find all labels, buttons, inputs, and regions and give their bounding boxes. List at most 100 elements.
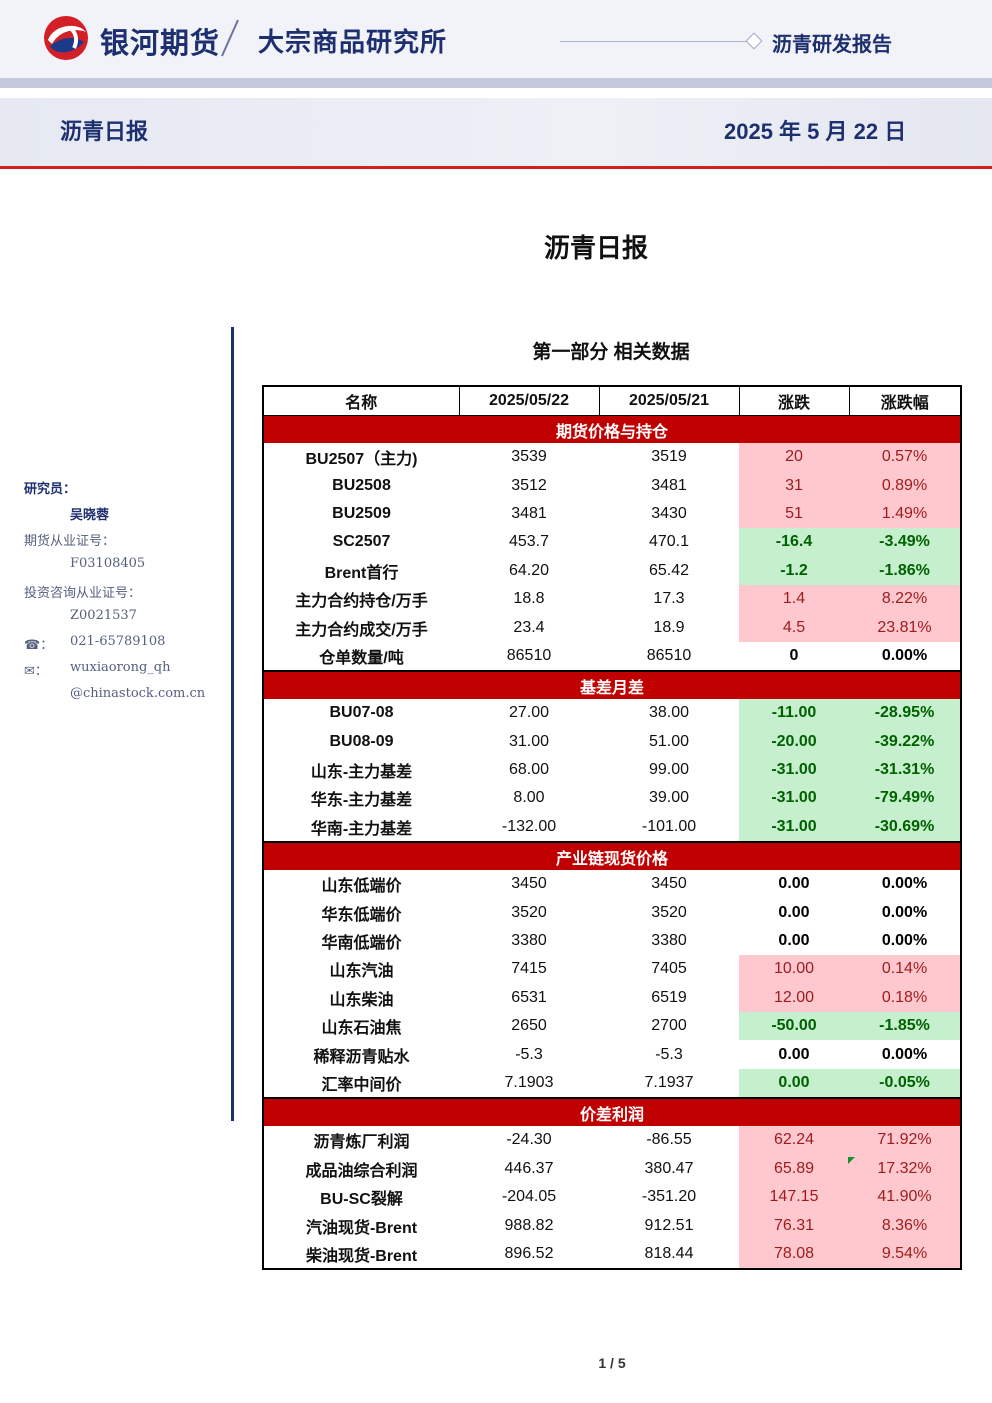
table-row: SC2507 453.7 470.1 -16.4 -3.49% [262,528,962,557]
value-current: 7.1903 [459,1068,599,1100]
row-name: Brent首行 [262,556,459,585]
table-row: 主力合约成交/万手 23.4 18.9 4.5 23.81% [262,613,962,642]
table-row: 山东-主力基差 68.00 99.00 -31.00 -31.31% [262,755,962,785]
value-current: 3512 [511,476,547,494]
phone-number: 021-65789108 [70,634,166,649]
futures-cert-number: F03108405 [70,556,146,571]
value-current: 446.37 [504,1159,554,1177]
change-pct: 0.00% [849,641,962,673]
column-header: 名称 [262,385,460,416]
change: 51 [739,499,849,529]
row-name: 山东石油焦 [262,1012,459,1041]
change-pct: 23.81% [849,613,962,642]
change-pct: 9.54% [849,1239,962,1271]
table-row: BU08-09 31.00 51.00 -20.00 -39.22% [262,727,962,756]
value-current: 3450 [511,875,547,893]
document-title: 沥青日报 [543,233,648,263]
value-current: 8.00 [513,789,545,807]
value-previous: 65.42 [648,561,690,579]
change-pct: 71.92% [849,1126,962,1155]
row-name: 山东-主力基差 [262,755,459,785]
table-row: 山东石油焦 2650 2700 -50.00 -1.85% [262,1012,962,1041]
value-current: 3481 [511,504,547,522]
change: 0.00 [778,903,810,921]
value-current: 64.20 [508,561,550,579]
table-row: 主力合约持仓/万手 18.8 17.3 1.4 8.22% [262,584,962,614]
change-pct: -30.69% [849,812,962,844]
row-name: 柴油现货-Brent [262,1239,459,1271]
change: 76.31 [739,1211,849,1240]
row-name: BU2507（主力) [262,443,459,472]
value-previous: 3450 [651,875,687,893]
change-pct: -31.31% [849,755,962,785]
change-pct: -1.85% [849,1012,962,1041]
change: 20 [739,443,849,472]
header-band [0,0,992,78]
section-header-row: 产业链现货价格 [262,842,962,871]
value-current: 7415 [511,960,547,978]
change: -16.4 [739,528,849,557]
change: 78.08 [739,1239,849,1271]
change: -31.00 [739,812,849,844]
subheader-title: 沥青日报 [60,119,149,144]
subheader-red-rule [0,166,992,169]
row-name: 华南低端价 [262,926,459,956]
value-previous: 3430 [651,504,687,522]
row-name: BU-SC裂解 [262,1182,459,1212]
table-header-row: 名称 2025/05/22 2025/05/21 涨跌 涨跌幅 [262,385,962,416]
change: -1.2 [739,556,849,585]
table-row: 仓单数量/吨 86510 86510 0 0.00% [262,641,962,673]
futures-cert-label: 期货从业证号： [24,534,116,549]
researcher-label: 研究员： [24,482,77,497]
table-row: BU2509 3481 3430 51 1.49% [262,499,962,529]
change: 0.00 [778,1045,810,1063]
change: 1.4 [739,584,849,614]
row-name: 汇率中间价 [262,1068,459,1100]
row-name: 汽油现货-Brent [262,1211,459,1240]
row-name: 仓单数量/吨 [262,641,459,673]
change: 0 [739,641,849,673]
value-current: -132.00 [459,812,599,844]
value-previous: 7405 [651,960,687,978]
change: 65.89 [739,1154,849,1183]
row-name: 华南-主力基差 [262,812,459,844]
table-row: 汽油现货-Brent 988.82 912.51 76.31 8.36% [262,1211,962,1240]
row-name: 山东柴油 [262,983,459,1013]
change-pct: 8.22% [849,584,962,614]
value-current: -5.3 [515,1045,543,1063]
row-name: 山东汽油 [262,955,459,984]
value-previous: 3380 [651,932,687,950]
cell-comment-marker [848,1157,855,1164]
report-date: 2025 年 5 月 22 日 [724,119,907,144]
section-header-row: 期货价格与持仓 [262,415,962,443]
email-icon: ✉： [24,664,48,679]
value-previous: 99.00 [648,761,690,779]
change: 0.00 [739,1068,849,1100]
section-header: 期货价格与持仓 [262,415,962,443]
value-previous: 18.9 [653,618,685,636]
section-header-row: 价差利润 [262,1098,962,1127]
change-pct: -79.49% [849,784,962,813]
researcher-name: 吴晓蓉 [70,508,110,523]
row-name: BU08-09 [262,727,459,756]
value-current: 18.8 [513,590,545,608]
row-name: BU2509 [262,499,459,529]
subheader-band [0,98,992,166]
row-name: 成品油综合利润 [262,1154,459,1183]
change-pct: 1.49% [849,499,962,529]
value-previous: 2700 [651,1017,687,1035]
table-row: 华南-主力基差 -132.00 -101.00 -31.00 -30.69% [262,812,962,844]
email-line-2: @chinastock.com.cn [70,686,206,701]
table-row: 华东-主力基差 8.00 39.00 -31.00 -79.49% [262,784,962,813]
header-decoration-line [560,41,748,42]
value-current: 3539 [511,448,547,466]
change: 4.5 [739,613,849,642]
table-row: 山东柴油 6531 6519 12.00 0.18% [262,983,962,1013]
value-previous: 818.44 [599,1239,739,1271]
value-current: 31.00 [508,732,550,750]
value-previous: -5.3 [655,1045,683,1063]
row-name: 华东-主力基差 [262,784,459,813]
value-previous: 38.00 [648,704,690,722]
column-header: 2025/05/21 [598,385,740,416]
table-row: BU-SC裂解 -204.05 -351.20 147.15 41.90% [262,1182,962,1212]
